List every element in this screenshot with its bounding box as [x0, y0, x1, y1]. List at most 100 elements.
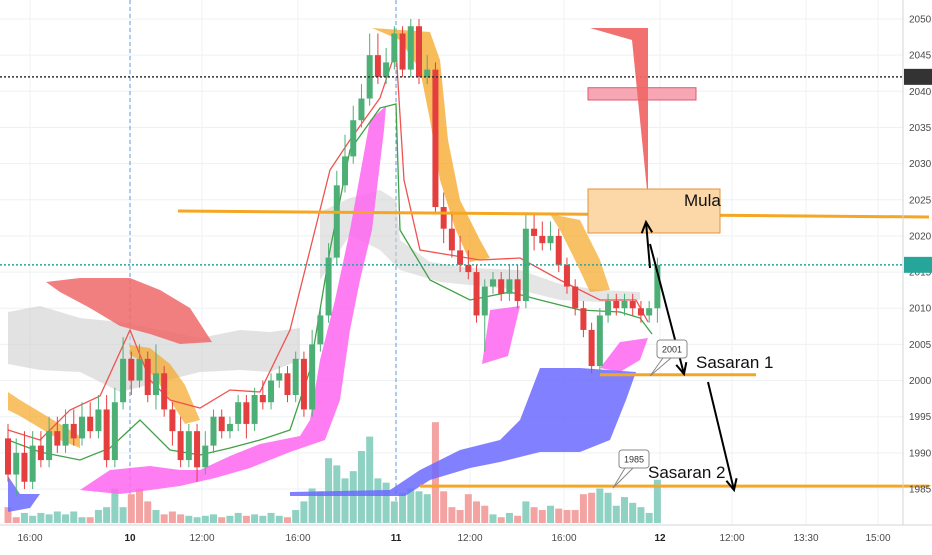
volume-bar: [275, 515, 283, 523]
volume-bar: [37, 512, 45, 523]
volume-bar: [522, 501, 530, 523]
bubble-1985-tail: [612, 467, 634, 489]
candle-body: [284, 373, 291, 395]
volume-bar: [481, 505, 489, 523]
ichimoku-cloud-magenta: [482, 306, 520, 364]
volume-bar: [193, 517, 201, 523]
volume-bar: [588, 492, 596, 523]
volume-bar: [78, 517, 86, 523]
candle-body: [572, 286, 579, 309]
volume-bar: [29, 515, 37, 523]
candle-body: [152, 373, 159, 395]
candle-body: [111, 402, 118, 461]
volume-bar: [267, 512, 275, 523]
candle-body: [547, 235, 554, 244]
volume-bar: [547, 505, 555, 523]
volume-bar: [62, 514, 70, 523]
candle-body: [136, 358, 143, 381]
candle-body: [407, 26, 414, 70]
candle-body: [87, 416, 94, 432]
candle-body: [235, 402, 242, 424]
volume-bar: [621, 497, 628, 523]
candle-body: [268, 380, 275, 403]
volume-bar: [111, 488, 119, 523]
y-tick-label: 2040: [909, 87, 932, 98]
candle-body: [210, 416, 217, 446]
ichimoku-cloud-magenta: [600, 338, 648, 372]
candle-body: [54, 431, 61, 446]
candle-body: [202, 445, 209, 468]
volume-bar: [423, 494, 431, 523]
candle-body: [563, 264, 570, 287]
volume-bar: [612, 505, 620, 523]
candle-body: [300, 358, 307, 410]
volume-bar: [325, 458, 333, 523]
ichimoku-cloud-blue: [290, 368, 636, 496]
y-tick-label: 2025: [909, 195, 932, 206]
bubble-2001: 2001: [662, 345, 682, 355]
annotations: Mula Sasaran 1 Sasaran 2 2001 1985 1985 1990 19…: [0, 15, 932, 544]
volume-bar: [185, 515, 193, 523]
x-tick-label: 13:30: [793, 533, 818, 544]
candle-body: [161, 373, 168, 410]
candle-body: [473, 272, 480, 316]
price-tag: [904, 68, 932, 85]
x-tick-label: 12:00: [189, 533, 214, 544]
bubble-2001-tail: [649, 357, 672, 377]
arrow-down-2: [707, 381, 735, 491]
candle-body: [29, 445, 36, 482]
volume-bar: [20, 512, 28, 523]
candle-body: [448, 228, 455, 251]
candle-body: [489, 279, 496, 287]
candle-body: [424, 69, 431, 77]
y-tick-label: 2050: [909, 15, 932, 26]
candle-body: [325, 257, 332, 316]
volume-bar: [349, 471, 357, 523]
candle-body: [629, 301, 636, 309]
candle-body: [539, 235, 546, 244]
candle-body: [177, 431, 184, 461]
x-tick-label: 12:00: [719, 533, 744, 544]
bubble-1985-box: [618, 449, 650, 469]
candle-body: [613, 301, 620, 309]
candle-body: [416, 26, 422, 77]
volume-bar: [629, 502, 637, 523]
volume-bar: [283, 517, 291, 523]
candle-body: [531, 228, 538, 236]
candle-body: [62, 423, 69, 446]
volume-bar: [160, 514, 168, 523]
volume-bar: [86, 517, 94, 523]
volume-bar: [144, 501, 152, 523]
ichimoku-cloud-orange: [8, 392, 80, 448]
volume-bar: [415, 491, 423, 523]
volume-bar: [316, 491, 324, 523]
price-tag: [904, 256, 932, 273]
candle-body: [144, 358, 151, 395]
y-tick-label: 2010: [909, 304, 932, 315]
y-tick-label: 1995: [909, 412, 932, 423]
volume-bar: [366, 436, 374, 523]
arrow-up: [645, 221, 651, 269]
x-tick-label: 12: [654, 533, 666, 544]
candle-body: [399, 33, 406, 70]
x-tick-label: 11: [391, 533, 402, 544]
volume-bar: [12, 517, 20, 523]
candle-body: [70, 423, 77, 439]
candle-body: [588, 329, 595, 367]
volume-bar: [473, 501, 481, 523]
candle-body: [432, 69, 439, 207]
candle-body: [555, 235, 562, 265]
volume-bar: [292, 510, 300, 523]
candle-body: [309, 344, 316, 410]
bubble-1985: 1985: [624, 455, 644, 465]
y-tick-label: 2015: [909, 268, 932, 279]
candle-body: [78, 416, 85, 439]
volume-bar: [571, 510, 579, 523]
candle-body: [37, 445, 44, 461]
x-tick-label: 10: [124, 533, 136, 544]
candle-body: [596, 315, 603, 367]
candle-body: [580, 308, 587, 330]
volume-bar: [357, 451, 365, 523]
volume-bar: [251, 514, 259, 523]
